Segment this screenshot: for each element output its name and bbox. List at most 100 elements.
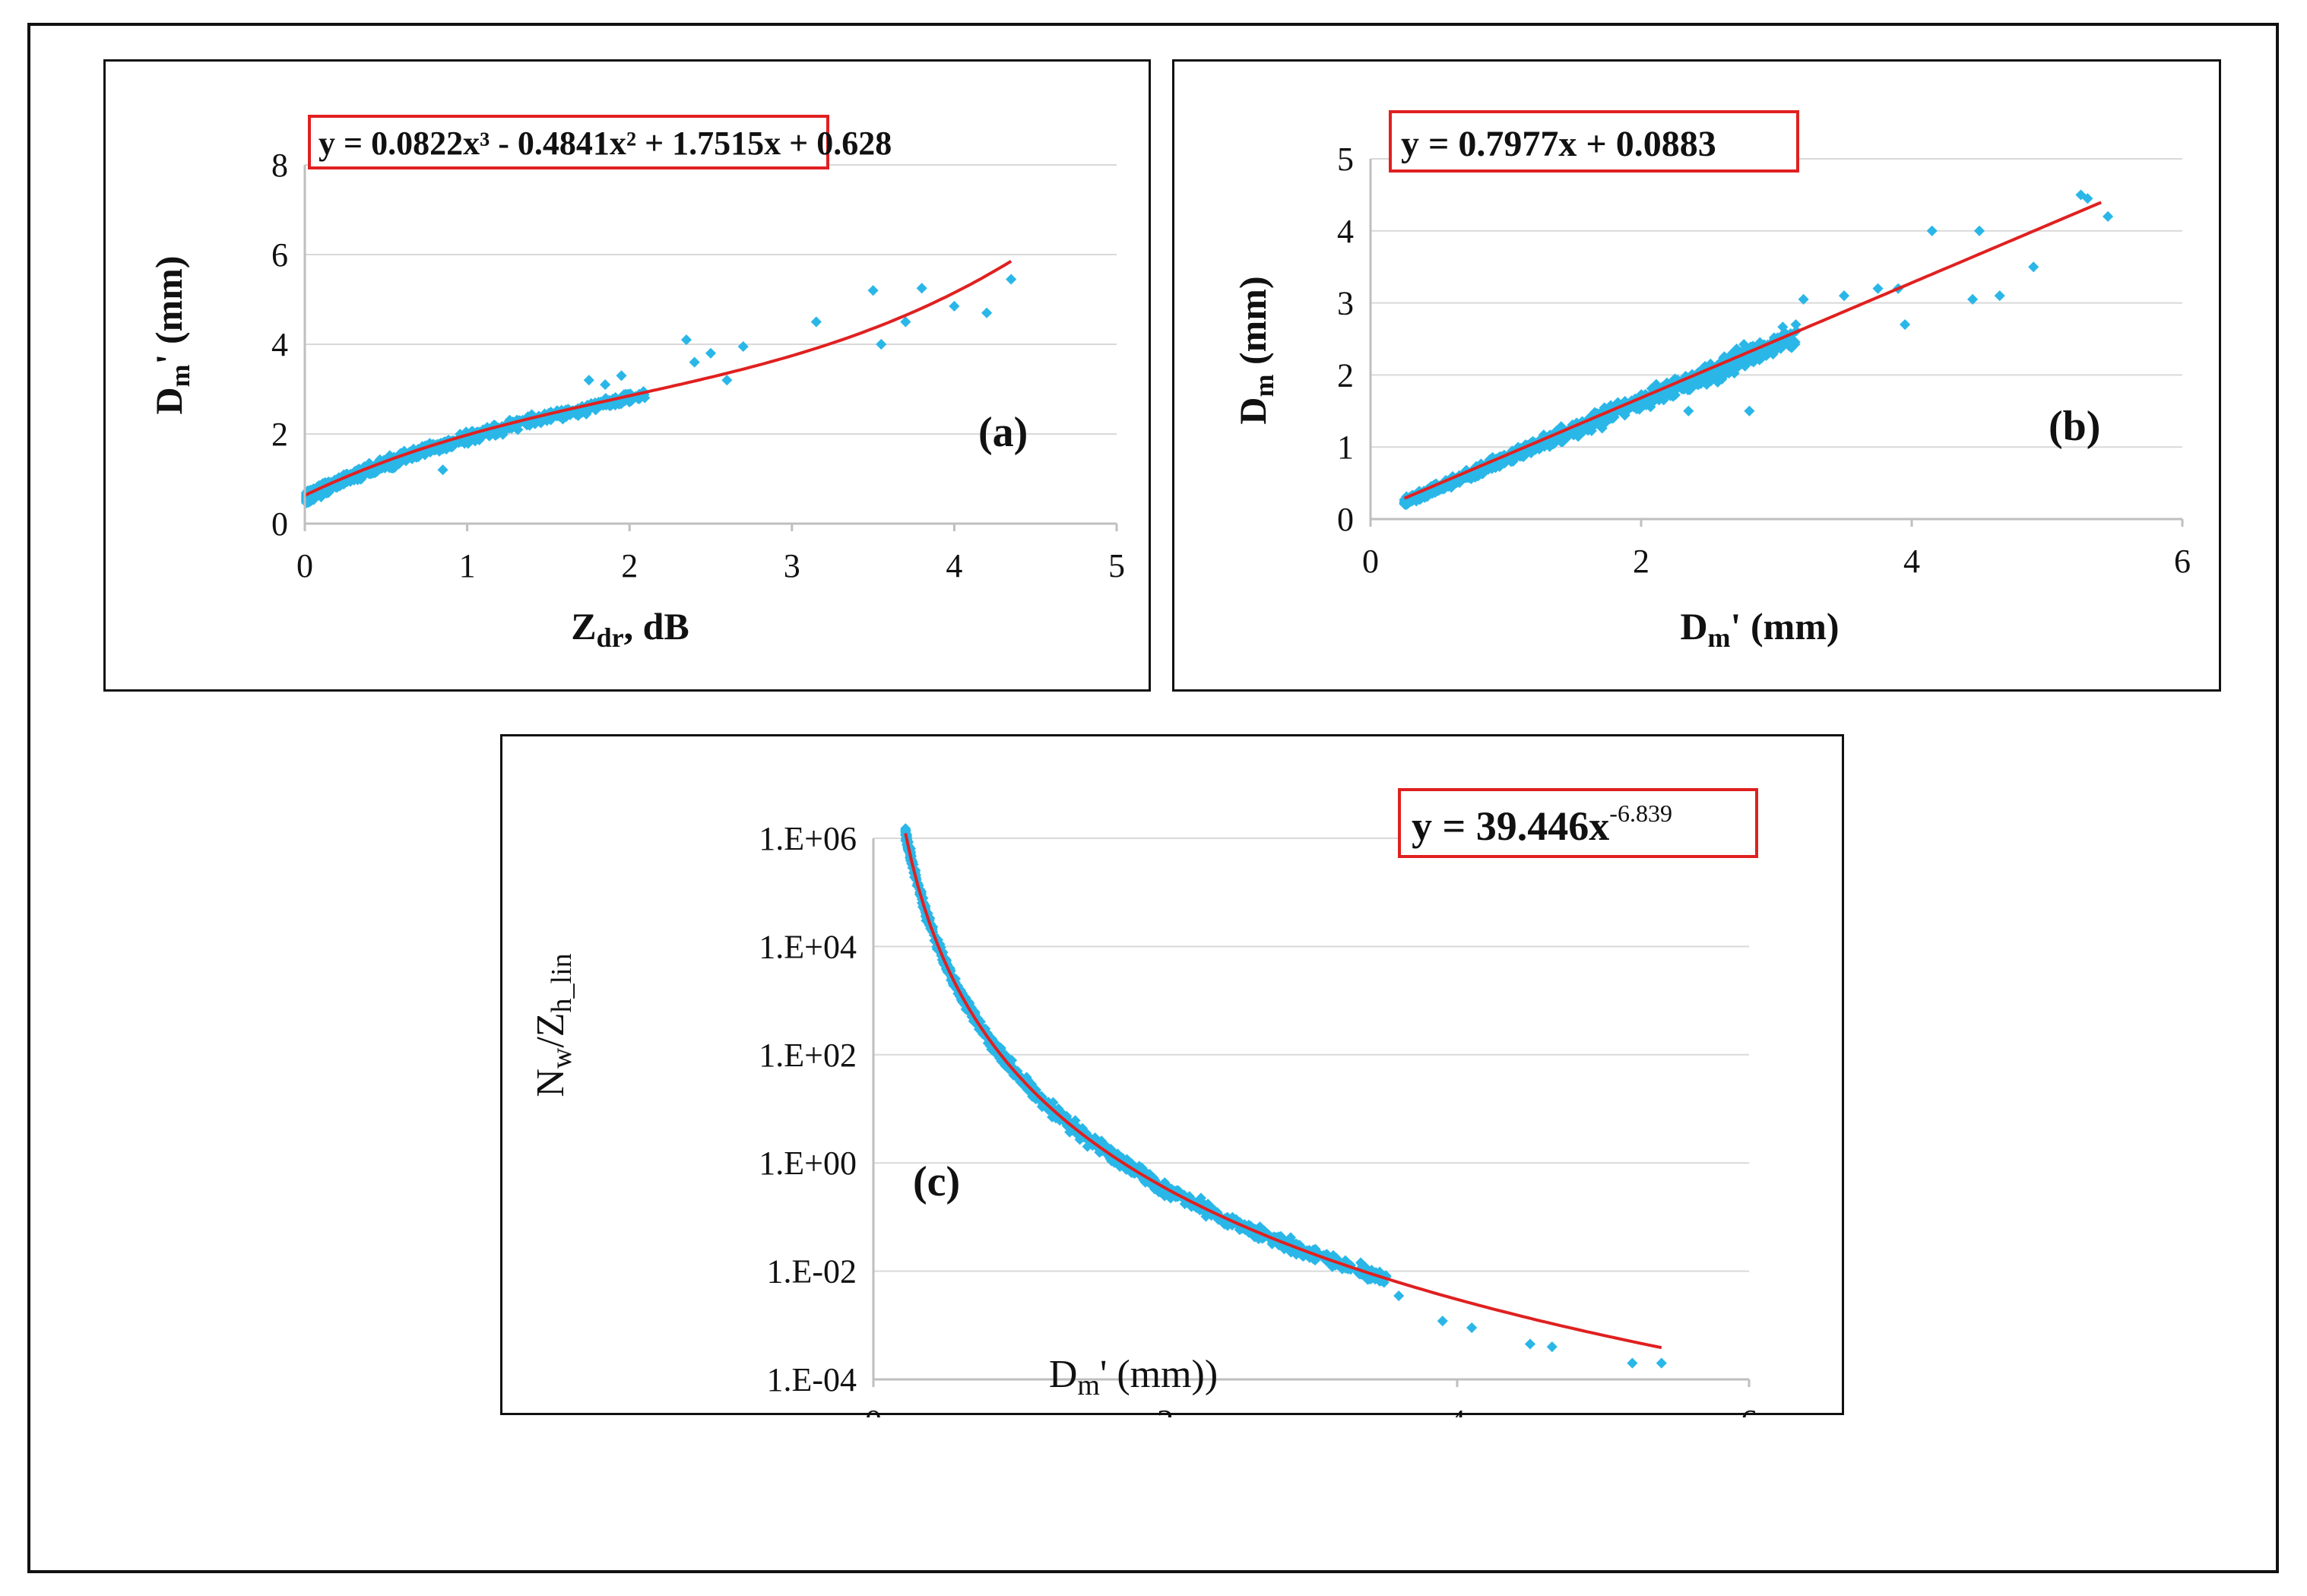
- panel-a: 0 2 4 6 8 0 1 2 3 4 5 y = 0.0822x³ - 0.4841x² + 1.…: [103, 59, 1151, 692]
- chart-c-svg: 1.E-04 1.E-02 1.E+00 1.E+02 1.E+04 1.E+06 0 2 4 6…: [529, 788, 1758, 1417]
- data-point: [689, 356, 700, 368]
- data-point: [437, 464, 448, 476]
- chart-a-equation-box: [308, 115, 829, 169]
- data-point: [463, 437, 474, 448]
- x-tick-label: 6: [1741, 1403, 1757, 1417]
- data-point: [523, 418, 534, 430]
- data-point: [1546, 1341, 1558, 1353]
- chart-a-axes: 0 2 4 6 8 0 1 2 3 4 5: [271, 147, 1125, 584]
- y-tick-label: 8: [271, 147, 288, 184]
- data-point: [1627, 1357, 1638, 1369]
- data-point: [1798, 293, 1809, 305]
- chart-a-svg: 0 2 4 6 8 0 1 2 3 4 5 y = 0.0822x³ - 0.4841x² + 1.…: [147, 115, 1125, 653]
- data-point: [1437, 1316, 1448, 1327]
- y-tick-label: 0: [271, 505, 288, 543]
- data-point: [916, 283, 927, 294]
- chart-b-xlabel: Dm' (mm): [1680, 605, 1839, 653]
- y-tick-label: 4: [1337, 213, 1354, 250]
- x-tick-label: 0: [1362, 543, 1379, 580]
- chart-c-panel-label: (c): [913, 1158, 960, 1205]
- data-point: [1789, 338, 1801, 350]
- x-tick-label: 2: [621, 547, 638, 584]
- y-tick-label: 1.E+00: [759, 1145, 857, 1182]
- x-tick-label: 1: [459, 547, 476, 584]
- chart-c-axes: 1.E-04 1.E-02 1.E+00 1.E+02 1.E+04 1.E+06 0 2 4 6: [759, 820, 1757, 1417]
- chart-c-points: [900, 823, 1667, 1369]
- x-tick-label: 3: [784, 547, 800, 584]
- chart-a-xlabel: Zdr, dB: [571, 605, 689, 653]
- data-point: [705, 347, 717, 359]
- data-point: [639, 392, 651, 404]
- data-point: [981, 307, 993, 318]
- y-tick-label: 1.E+04: [759, 928, 857, 965]
- data-point: [1744, 405, 1755, 416]
- data-point: [900, 316, 911, 328]
- chart-b-panel-label: (b): [2049, 403, 2100, 450]
- y-tick-label: 5: [1337, 141, 1354, 178]
- data-point: [1790, 318, 1802, 331]
- data-point: [1656, 1357, 1667, 1369]
- data-point: [1628, 401, 1640, 413]
- x-tick-label: 4: [1903, 543, 1920, 580]
- y-tick-label: 4: [271, 326, 288, 363]
- data-point: [867, 285, 879, 296]
- data-point: [2028, 261, 2039, 273]
- data-point: [876, 338, 887, 350]
- x-tick-label: 0: [865, 1403, 882, 1417]
- y-tick-label: 1: [1337, 429, 1354, 466]
- x-tick-label: 4: [946, 547, 962, 584]
- data-point: [616, 370, 627, 382]
- data-point: [810, 316, 822, 328]
- data-point: [600, 379, 611, 391]
- x-tick-label: 5: [1108, 547, 1125, 584]
- y-tick-label: 1.E-04: [766, 1361, 857, 1398]
- x-tick-label: 0: [296, 547, 313, 584]
- data-point: [583, 375, 594, 386]
- chart-b-svg: 0 1 2 3 4 5 0 2 4 6 y = 0.7977x + 0.0883 (b) Dm' …: [1231, 110, 2191, 653]
- data-point: [1047, 1097, 1059, 1108]
- data-point: [949, 300, 960, 312]
- data-point: [2103, 211, 2114, 222]
- data-point: [359, 469, 370, 480]
- panel-b: 0 1 2 3 4 5 0 2 4 6 y = 0.7977x + 0.0883 (b) Dm' …: [1172, 59, 2221, 692]
- fit-line: [904, 832, 1662, 1350]
- y-tick-label: 2: [271, 416, 288, 453]
- data-point: [1050, 1110, 1062, 1121]
- data-point: [1524, 1338, 1536, 1350]
- data-point: [2082, 193, 2093, 204]
- chart-c-ylabel: Nw/Zh_lin: [529, 953, 578, 1097]
- y-tick-label: 1.E-02: [766, 1253, 857, 1290]
- data-point: [1466, 1322, 1478, 1334]
- data-point: [1474, 467, 1485, 478]
- y-tick-label: 6: [271, 236, 288, 274]
- chart-b-fit: [1403, 201, 2102, 500]
- panel-c: 1.E-04 1.E-02 1.E+00 1.E+02 1.E+04 1.E+06 0 2 4 6…: [500, 734, 1844, 1417]
- x-tick-label: 2: [1633, 543, 1649, 580]
- data-point: [1494, 461, 1505, 472]
- y-tick-label: 3: [1337, 285, 1354, 322]
- data-point: [1967, 293, 1979, 305]
- data-point: [1542, 438, 1554, 449]
- data-point: [680, 334, 692, 346]
- data-point: [1838, 290, 1850, 302]
- chart-a-grid: [305, 164, 1117, 524]
- data-point: [1464, 472, 1475, 483]
- chart-b-ylabel: Dm (mm): [1231, 276, 1279, 424]
- chart-a-fit: [304, 259, 1012, 497]
- chart-c-grid: [873, 838, 1749, 1380]
- chart-a-ylabel: Dm' (mm): [147, 255, 195, 414]
- chart-c-equation: y = 39.446x-6.839: [1412, 800, 1672, 849]
- chart-b-equation-box: [1389, 110, 1799, 173]
- chart-b-axes: 0 1 2 3 4 5 0 2 4 6: [1337, 141, 2191, 580]
- chart-c-xlabel: Dm' (mm)): [1049, 1353, 1218, 1401]
- data-point: [1994, 290, 2005, 302]
- chart-a-equation: y = 0.0822x³ - 0.4841x² + 1.7515x + 0.62…: [318, 125, 892, 162]
- data-point: [737, 340, 749, 353]
- y-tick-label: 1.E+06: [759, 820, 857, 857]
- data-point: [1683, 405, 1694, 416]
- chart-a-panel-label: (a): [978, 409, 1028, 456]
- data-point: [1006, 274, 1017, 285]
- data-point: [1393, 1290, 1405, 1302]
- data-point: [448, 439, 459, 451]
- data-point: [1900, 318, 1911, 331]
